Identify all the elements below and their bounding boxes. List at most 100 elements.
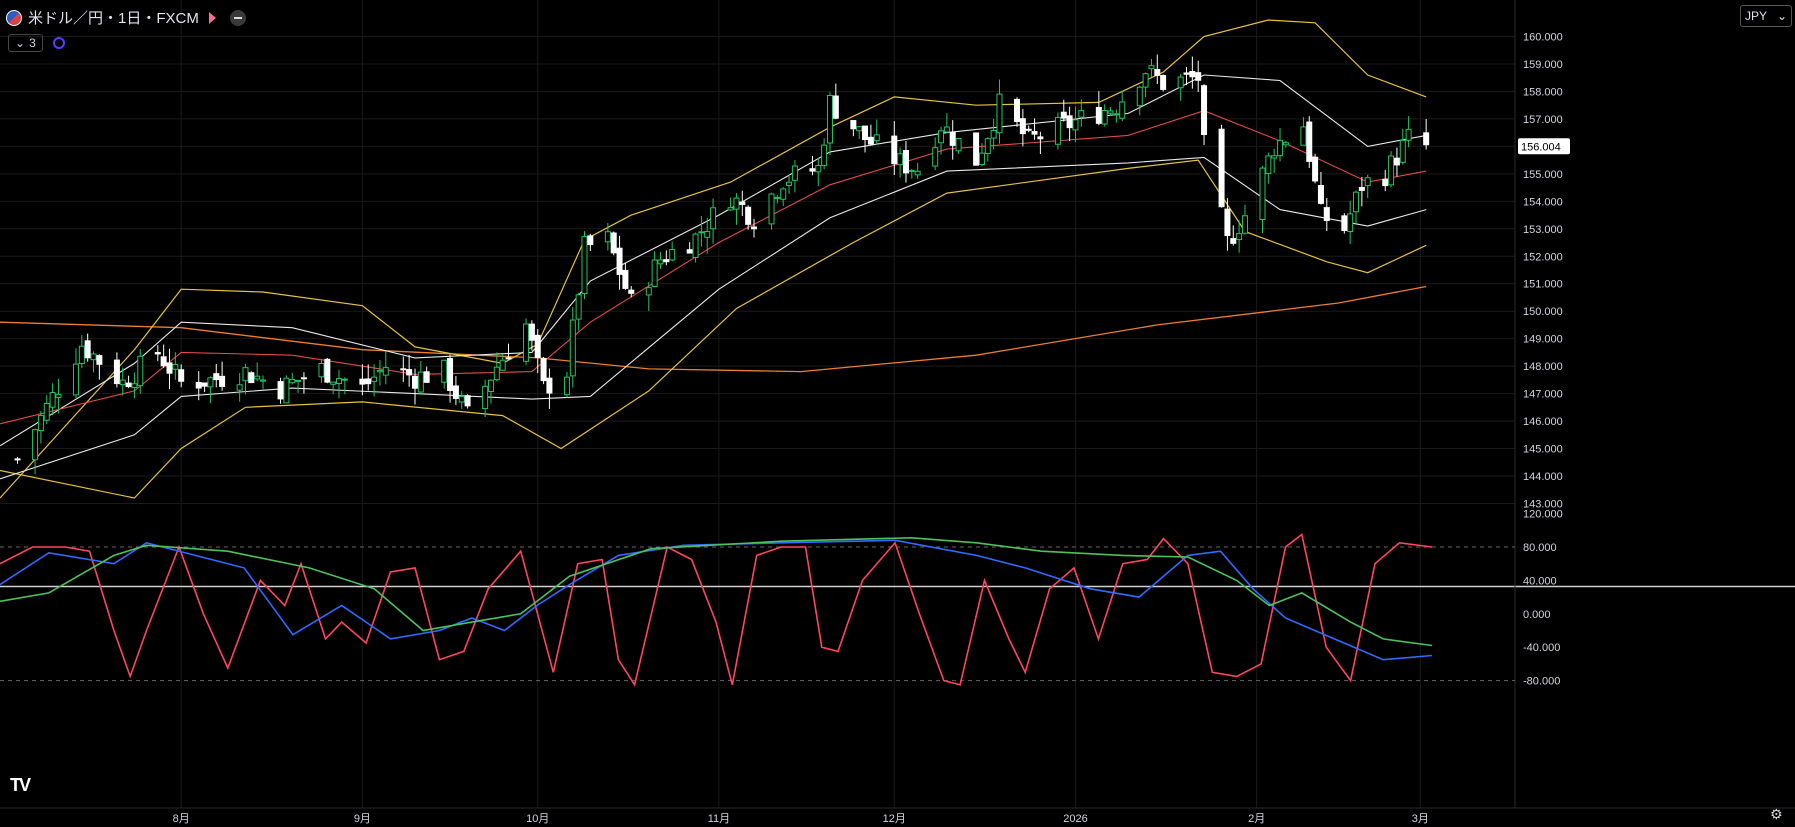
osc-tick-label: -80.000 [1523, 676, 1560, 688]
price-tick-label: 143.000 [1523, 498, 1563, 510]
candle-body [938, 130, 945, 144]
candle-body [1014, 98, 1021, 123]
candle-body [780, 188, 787, 200]
candle-body [300, 377, 307, 380]
candle-body [1312, 156, 1319, 182]
candle-body [178, 369, 185, 382]
candle-body [219, 375, 226, 387]
candle-body [195, 381, 202, 389]
candle-body [1341, 215, 1348, 232]
candle-body [932, 147, 939, 167]
candle-body [604, 231, 611, 243]
candle-body [1317, 185, 1324, 204]
candle-body [119, 379, 126, 386]
flag-marker-icon[interactable] [208, 11, 216, 24]
candle-body [897, 153, 904, 166]
candle-body [324, 358, 331, 383]
candle-body [283, 377, 290, 404]
candle-body [1195, 72, 1202, 81]
indicators-toggle-button[interactable]: ⌄ 3 [8, 34, 43, 52]
osc-blue-line [0, 539, 1433, 661]
candle-body [786, 181, 793, 186]
candle-body [236, 384, 243, 391]
candle-body [125, 382, 132, 388]
candle-body [815, 165, 822, 173]
candle-body [371, 376, 378, 382]
candle-body [464, 395, 471, 407]
candle-body [1323, 207, 1330, 221]
candle-body [1189, 70, 1196, 78]
candle-body [1066, 115, 1073, 129]
candle-body [487, 379, 494, 392]
currency-select[interactable]: JPY ⌄ [1740, 5, 1792, 27]
candle-body [657, 259, 664, 265]
candle-body [809, 168, 816, 172]
candle-body [43, 402, 50, 421]
symbol-title[interactable]: 米ドル／円・1日・FXCM [28, 10, 199, 27]
candle-body [873, 134, 880, 142]
price-tick-label: 151.000 [1523, 279, 1563, 291]
candle-body [441, 359, 448, 383]
candle-body [587, 235, 594, 246]
candle-body [213, 373, 220, 381]
candle-body [774, 196, 781, 199]
candle-body [458, 395, 465, 403]
candle-body [651, 259, 658, 287]
candle-body [482, 385, 489, 410]
candlestick-series[interactable] [14, 54, 1430, 475]
collapse-minus-icon[interactable] [229, 9, 246, 26]
candle-body [1282, 142, 1289, 146]
candle-body [359, 378, 366, 385]
tradingview-logo-icon[interactable]: TV [10, 775, 31, 795]
candle-body [1382, 178, 1389, 187]
candle-body [1054, 117, 1061, 145]
candle-body [1136, 86, 1143, 107]
candle-body [1347, 213, 1354, 232]
candle-body [172, 364, 179, 370]
candle-body [341, 378, 348, 381]
candle-body [131, 383, 138, 389]
price-tick-label: 155.000 [1523, 169, 1563, 181]
current-price-label: 156.004 [1521, 141, 1561, 153]
candle-body [90, 353, 97, 361]
candle-body [1271, 155, 1278, 159]
candle-body [528, 323, 535, 341]
candle-body [1364, 177, 1371, 187]
candle-body [663, 259, 670, 263]
candle-body [821, 144, 828, 167]
candle-body [546, 377, 553, 394]
price-tick-label: 152.000 [1523, 251, 1563, 263]
candle-body [447, 358, 454, 391]
candle-body [1154, 69, 1161, 76]
candle-body [248, 372, 255, 384]
candle-body [113, 359, 120, 385]
candle-body [505, 357, 512, 360]
candle-body [686, 249, 693, 254]
candle-body [984, 138, 991, 154]
candle-body [78, 345, 85, 365]
price-tick-label: 148.000 [1523, 361, 1563, 373]
candle-body [242, 367, 249, 382]
candle-body [949, 131, 956, 146]
candle-body [832, 95, 839, 119]
osc-tick-label: -40.000 [1523, 642, 1560, 654]
settings-gear-icon[interactable]: ⚙ [1770, 806, 1783, 822]
candle-body [1388, 155, 1395, 186]
candle-body [1300, 126, 1307, 146]
candle-body [154, 352, 161, 355]
candle-body [1177, 76, 1184, 89]
candle-body [1423, 132, 1430, 146]
price-axis[interactable]: 160.000159.000158.000157.000156.000155.0… [173, 32, 1570, 826]
symbol-header[interactable]: 米ドル／円・1日・FXCM [6, 7, 246, 28]
oscillator-pane[interactable] [0, 533, 1433, 687]
candle-body [856, 126, 863, 132]
candle-body [978, 152, 985, 165]
candle-body [1160, 75, 1167, 90]
price-tick-label: 153.000 [1523, 224, 1563, 236]
candle-body [1060, 111, 1067, 119]
usd-jpy-flag-icon [6, 9, 22, 26]
price-tick-label: 160.000 [1523, 32, 1563, 44]
osc-tick-label: 0.000 [1523, 609, 1551, 621]
candle-body [137, 355, 144, 387]
